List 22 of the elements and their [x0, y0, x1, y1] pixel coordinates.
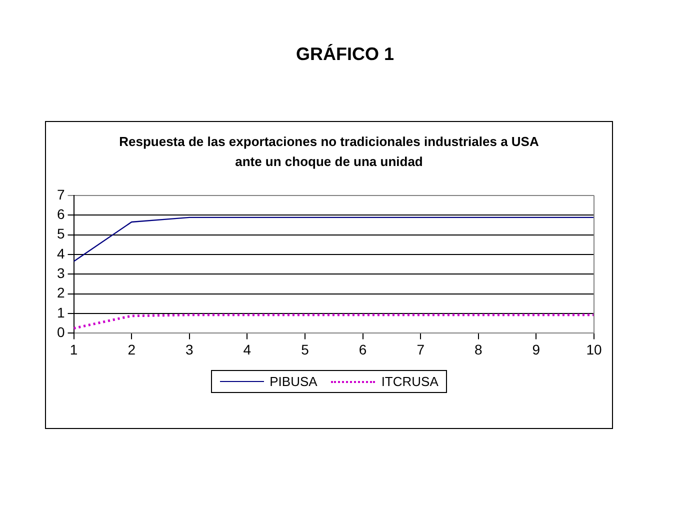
y-tick-label: 0 [56, 324, 65, 340]
legend-label: PIBUSA [270, 374, 318, 389]
legend-label: ITCRUSA [381, 374, 438, 389]
x-tick-label: 3 [185, 341, 194, 358]
x-tick-label: 7 [416, 341, 425, 358]
y-tick-label: 4 [56, 245, 65, 262]
x-tick-label: 6 [358, 341, 367, 358]
x-tick-label: 5 [301, 341, 310, 358]
x-tick-label: 1 [70, 341, 78, 358]
y-tick-label: 1 [56, 304, 65, 320]
y-tick-label: 7 [56, 186, 65, 202]
x-tick-label: 9 [532, 341, 540, 358]
y-tick-label: 5 [56, 226, 65, 242]
chart-title: GRÁFICO 1 [294, 44, 395, 65]
x-tick-label: 2 [128, 341, 136, 358]
x-tick-label: 10 [586, 341, 602, 358]
y-tick-label: 3 [56, 265, 65, 281]
chart-subtitle: Respuesta de las exportaciones no tradicionales industriales a USA ante un choque de una unidad [118, 133, 540, 171]
x-tick-label: 8 [474, 341, 482, 358]
x-tick-label: 4 [243, 341, 252, 358]
y-tick-label: 2 [56, 284, 65, 301]
y-tick-label: 6 [56, 206, 65, 222]
